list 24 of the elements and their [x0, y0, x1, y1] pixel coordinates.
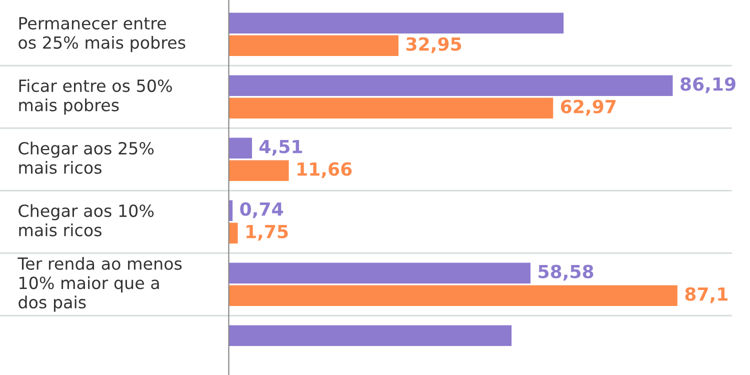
bar — [228, 35, 398, 56]
bar — [228, 325, 512, 346]
bar — [228, 285, 678, 306]
y-tick-label: Chegar aos 25% mais ricos — [18, 142, 154, 174]
data-label: 86,19 — [680, 77, 736, 94]
bar — [228, 98, 554, 118]
bar — [228, 12, 564, 34]
y-tick-label: Permanecer entre os 25% mais pobres — [18, 17, 186, 52]
y-tick-label: Chegar aos 10% mais ricos — [18, 204, 154, 236]
bar — [228, 138, 252, 158]
data-label: 62,97 — [560, 100, 616, 116]
bar — [228, 160, 289, 181]
y-tick-label: Ter renda ao menos 10% maior que a dos pais — [18, 257, 182, 312]
data-label: 87,1 — [685, 287, 728, 304]
y-tick-label: Ficar entre os 50% mais pobres — [19, 79, 172, 115]
bar — [228, 222, 238, 244]
data-label: 1,75 — [246, 224, 288, 241]
data-label: 58,58 — [538, 264, 594, 281]
bar — [228, 262, 530, 284]
data-label: 11,66 — [298, 162, 352, 178]
bar — [228, 75, 673, 96]
data-label: 4,51 — [260, 140, 302, 156]
data-label: 0,74 — [240, 202, 284, 218]
data-label: 32,95 — [406, 37, 462, 54]
